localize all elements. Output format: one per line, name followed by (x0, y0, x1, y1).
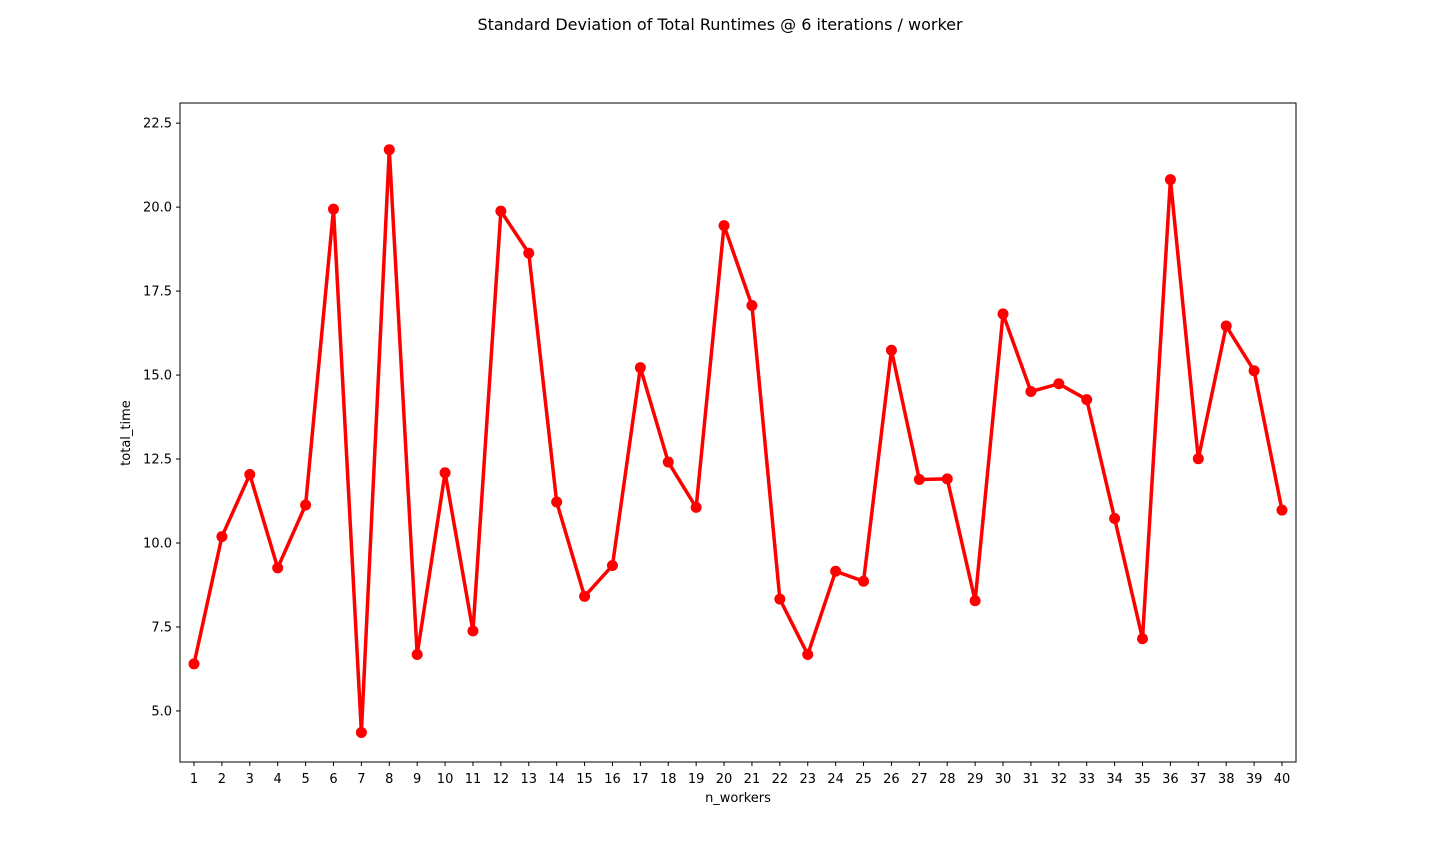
x-tick-label: 10 (437, 772, 454, 787)
x-tick-label: 18 (660, 772, 677, 787)
y-axis: 5.0 7.5 10.0 12.5 15.0 17.5 20.0 22.5 (143, 117, 180, 719)
x-tick-label: 12 (493, 772, 510, 787)
data-point (1053, 378, 1065, 390)
x-tick-label: 23 (799, 772, 816, 787)
x-axis-label: n_workers (705, 791, 771, 806)
data-point (579, 590, 591, 602)
data-point (941, 473, 953, 485)
x-tick-label: 32 (1051, 772, 1068, 787)
data-point (523, 247, 535, 259)
data-point (551, 496, 563, 508)
data-point (327, 203, 339, 215)
data-point (858, 575, 870, 587)
y-tick-label: 17.5 (143, 285, 172, 300)
data-point (300, 499, 312, 511)
data-point (634, 362, 646, 374)
data-point (467, 625, 479, 637)
data-point (495, 205, 507, 217)
x-tick-label: 25 (855, 772, 872, 787)
y-tick-label: 20.0 (143, 201, 172, 216)
y-tick-label: 12.5 (143, 453, 172, 468)
data-point (188, 658, 200, 670)
data-point (272, 562, 284, 574)
x-tick-label: 17 (632, 772, 649, 787)
y-tick-label: 5.0 (151, 704, 172, 719)
x-tick-label: 27 (911, 772, 928, 787)
data-point (997, 308, 1009, 320)
data-point (774, 593, 786, 605)
data-point (411, 649, 423, 661)
data-point (439, 467, 451, 479)
plot-area (188, 144, 1288, 738)
x-axis: 1 2 3 4 5 6 7 8 9 10 11 12 13 14 15 16 17 18 19 20 21 22 23 24 2… (190, 762, 1290, 787)
data-point (1248, 365, 1260, 377)
y-tick-label: 22.5 (143, 117, 172, 132)
x-tick-label: 11 (465, 772, 482, 787)
x-tick-label: 5 (301, 772, 309, 787)
x-tick-label: 22 (772, 772, 789, 787)
data-point (802, 649, 814, 661)
data-point (830, 565, 842, 577)
x-tick-label: 21 (744, 772, 761, 787)
x-tick-label: 36 (1162, 772, 1179, 787)
series-line (192, 147, 1284, 735)
x-tick-label: 34 (1106, 772, 1123, 787)
x-tick-label: 40 (1274, 772, 1291, 787)
y-axis-label: total_time (119, 400, 134, 466)
data-point (885, 344, 897, 356)
data-point (244, 468, 256, 480)
data-point (690, 501, 702, 513)
data-point (1220, 320, 1232, 332)
x-tick-label: 38 (1218, 772, 1235, 787)
data-point (383, 144, 395, 156)
x-tick-label: 4 (274, 772, 282, 787)
x-tick-label: 20 (716, 772, 733, 787)
x-tick-label: 13 (520, 772, 537, 787)
x-tick-label: 28 (939, 772, 956, 787)
x-tick-label: 14 (548, 772, 565, 787)
y-tick-label: 15.0 (143, 369, 172, 384)
x-tick-label: 39 (1246, 772, 1263, 787)
data-point (969, 595, 981, 607)
x-tick-label: 2 (218, 772, 226, 787)
data-point (913, 474, 925, 486)
x-tick-label: 7 (357, 772, 365, 787)
x-tick-label: 35 (1134, 772, 1151, 787)
x-tick-label: 33 (1078, 772, 1095, 787)
x-tick-label: 19 (688, 772, 705, 787)
data-point (355, 726, 367, 738)
x-tick-label: 9 (413, 772, 421, 787)
chart-title: Standard Deviation of Total Runtimes @ 6… (477, 15, 963, 34)
data-point (1164, 174, 1176, 186)
x-tick-label: 15 (576, 772, 593, 787)
data-point (718, 220, 730, 232)
y-tick-label: 10.0 (143, 537, 172, 552)
x-tick-label: 24 (827, 772, 844, 787)
x-tick-label: 3 (246, 772, 254, 787)
data-point (1081, 394, 1093, 406)
data-point (1192, 453, 1204, 465)
x-tick-label: 8 (385, 772, 393, 787)
plot-frame (179, 102, 1297, 763)
y-tick-label: 7.5 (151, 620, 172, 635)
x-tick-label: 16 (604, 772, 621, 787)
x-tick-label: 6 (329, 772, 337, 787)
data-point (1137, 633, 1149, 645)
data-point (1025, 386, 1037, 398)
x-tick-label: 29 (967, 772, 984, 787)
data-point (662, 456, 674, 468)
x-tick-label: 37 (1190, 772, 1207, 787)
data-point (606, 560, 618, 572)
data-point (746, 300, 758, 312)
x-tick-label: 26 (883, 772, 900, 787)
x-tick-label: 30 (995, 772, 1012, 787)
x-tick-label: 1 (190, 772, 198, 787)
x-tick-label: 31 (1023, 772, 1040, 787)
data-point (1276, 504, 1288, 516)
data-point (1109, 512, 1121, 524)
data-point (216, 531, 228, 543)
